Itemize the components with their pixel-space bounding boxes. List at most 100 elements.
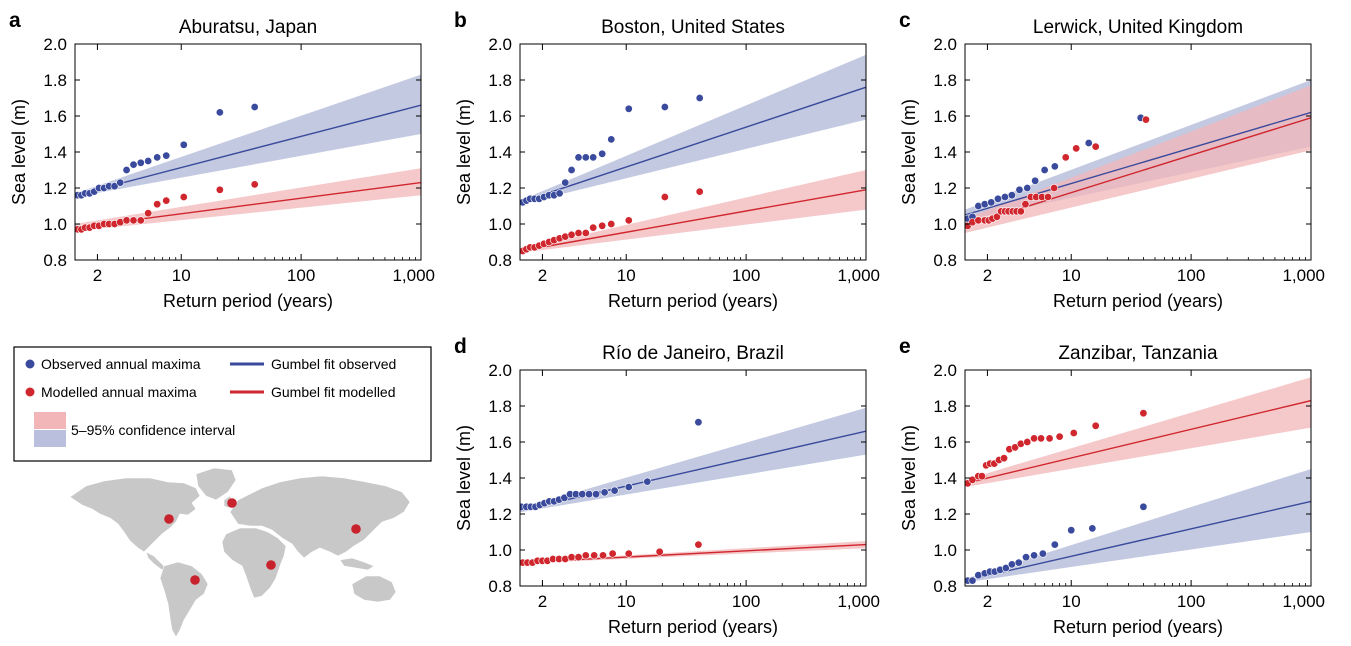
y-tick-label: 2.0 (43, 35, 67, 54)
panel-b: 0.8 1.0 1.2 1.4 1.6 1.8 2.0 2 10 100 1,000 b Boston,… (454, 9, 880, 311)
x-tick-label: 2 (983, 266, 992, 285)
map-greenland (195, 467, 237, 501)
modelled-confidence-band (520, 170, 866, 253)
y-tick-label: 1.2 (43, 179, 67, 198)
modelled-point (608, 549, 617, 558)
modelled-point (1072, 144, 1081, 153)
y-tick-label: 1.0 (43, 215, 67, 234)
x-tick-label: 2 (93, 266, 102, 285)
panel-letter: c (899, 9, 911, 32)
observed-point (555, 189, 564, 198)
y-tick-label: 1.4 (933, 143, 957, 162)
observed-point (600, 488, 609, 497)
y-tick-label: 1.6 (43, 107, 67, 126)
modelled-point (574, 229, 583, 238)
modelled-point (1037, 434, 1046, 443)
x-tick-label: 2 (538, 592, 547, 611)
map-eurasia (229, 475, 411, 559)
panel-a: 0.8 1.0 1.2 1.4 1.6 1.8 2.0 2 10 100 1,000 a Aburats… (9, 9, 435, 311)
y-axis-label: Sea level (m) (454, 99, 474, 205)
observed-point (968, 576, 977, 585)
modelled-point (1021, 200, 1030, 209)
panel-title: Boston, United States (601, 17, 785, 38)
x-tick-label: 100 (732, 592, 760, 611)
modelled-point (590, 551, 599, 560)
modelled-point (144, 209, 153, 218)
map-site-aburatsu (351, 524, 361, 534)
modelled-point (1023, 437, 1032, 446)
modelled-point (567, 230, 576, 239)
panel-title: Río de Janeiro, Brazil (602, 343, 784, 364)
observed-point (162, 151, 171, 160)
observed-point (1050, 162, 1059, 171)
y-tick-label: 1.8 (488, 397, 512, 416)
y-axis-label: Sea level (m) (899, 99, 919, 205)
map-africa (221, 527, 287, 599)
modelled-point (660, 193, 669, 202)
observed-point (607, 135, 616, 144)
x-tick-label: 2 (983, 592, 992, 611)
y-tick-label: 1.2 (488, 179, 512, 198)
legend-observed-points-label: Observed annual maxima (41, 356, 201, 372)
modelled-point (1050, 184, 1059, 193)
modelled-point (598, 551, 607, 560)
x-tick-label: 2 (538, 266, 547, 285)
observed-point (592, 490, 601, 499)
observed-gumbel-fit-line (520, 430, 866, 512)
observed-point (250, 103, 259, 112)
observed-point (1088, 524, 1097, 533)
observed-point (1084, 139, 1093, 148)
observed-point (122, 166, 131, 175)
modelled-point (1043, 193, 1052, 202)
modelled-point (624, 216, 633, 225)
legend-observed-band-swatch (34, 430, 66, 447)
observed-confidence-band (520, 407, 866, 513)
observed-point (116, 178, 125, 187)
modelled-point (129, 216, 138, 225)
modelled-point (977, 472, 986, 481)
observed-point (598, 149, 607, 158)
y-tick-label: 1.2 (933, 179, 957, 198)
x-tick-label: 1,000 (837, 592, 880, 611)
map-site-lerwick (227, 498, 237, 508)
plot-area (520, 54, 866, 255)
modelled-point (162, 196, 171, 205)
x-tick-label: 10 (617, 266, 636, 285)
observed-point (624, 104, 633, 113)
modelled-point (1016, 207, 1025, 216)
x-axis-label: Return period (years) (1053, 617, 1223, 637)
legend-modelled-point-swatch (25, 387, 35, 397)
observed-point (179, 140, 188, 149)
panel-e: 0.8 1.0 1.2 1.4 1.6 1.8 2.0 2 10 100 1,000 e Zanziba… (899, 335, 1325, 637)
modelled-point (1011, 443, 1020, 452)
x-tick-label: 1,000 (392, 266, 435, 285)
modelled-point (1091, 421, 1100, 430)
observed-gumbel-fit-line (965, 111, 1311, 216)
x-tick-label: 1,000 (1282, 266, 1325, 285)
x-tick-label: 10 (617, 592, 636, 611)
x-axis-label: Return period (years) (1053, 291, 1223, 311)
y-tick-label: 1.8 (933, 397, 957, 416)
modelled-point (607, 220, 616, 229)
observed-point (574, 153, 583, 162)
observed-point (1014, 558, 1023, 567)
x-tick-label: 100 (287, 266, 315, 285)
modelled-point (567, 553, 576, 562)
y-tick-label: 0.8 (933, 577, 957, 596)
observed-point (643, 477, 652, 486)
observed-confidence-band (965, 469, 1311, 583)
modelled-gumbel-fit-line (965, 399, 1311, 485)
observed-point (1015, 185, 1024, 194)
y-tick-label: 0.8 (488, 251, 512, 270)
observed-point (110, 182, 119, 191)
y-tick-label: 1.6 (488, 107, 512, 126)
observed-confidence-band (75, 74, 421, 197)
modelled-point (992, 212, 1001, 221)
panel-letter: b (454, 9, 467, 32)
x-tick-label: 1,000 (837, 266, 880, 285)
y-tick-label: 2.0 (933, 361, 957, 380)
modelled-point (1091, 142, 1100, 151)
legend-modelled-band-swatch (34, 412, 66, 429)
panel-letter: e (899, 335, 911, 358)
map-site-zanzibar (266, 560, 276, 570)
